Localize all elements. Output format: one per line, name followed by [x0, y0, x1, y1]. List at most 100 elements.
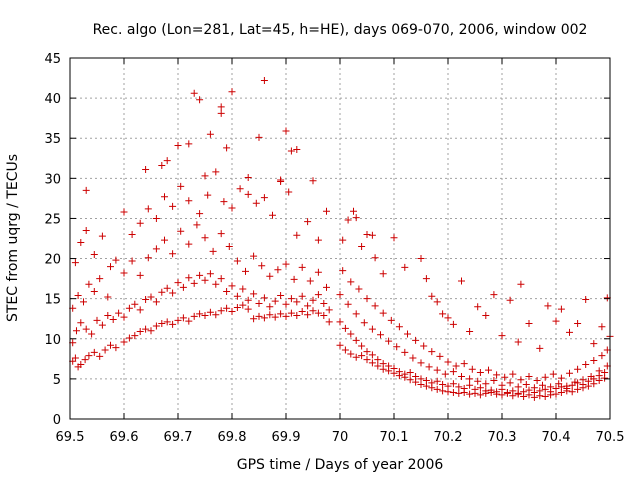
- data-point: [239, 285, 247, 293]
- data-point: [209, 247, 217, 255]
- data-point: [595, 367, 603, 375]
- data-point: [385, 337, 393, 345]
- data-point: [88, 330, 96, 338]
- y-tick-label: 25: [44, 212, 61, 227]
- data-point: [574, 365, 582, 373]
- data-point: [347, 278, 355, 286]
- data-point: [193, 221, 201, 229]
- data-point: [74, 291, 82, 299]
- data-point: [439, 310, 447, 318]
- data-point: [347, 330, 355, 338]
- data-point: [250, 290, 258, 298]
- data-point: [557, 305, 565, 313]
- data-point: [363, 356, 371, 364]
- data-point: [520, 388, 528, 396]
- data-point: [177, 227, 185, 235]
- data-point: [571, 378, 579, 386]
- data-point: [433, 366, 441, 374]
- data-point: [228, 282, 236, 290]
- data-point: [163, 284, 171, 292]
- data-point: [584, 377, 592, 385]
- data-point: [476, 368, 484, 376]
- data-point: [131, 300, 139, 308]
- data-point: [460, 385, 468, 393]
- data-point: [530, 384, 538, 392]
- data-point: [96, 275, 104, 283]
- data-point: [282, 300, 290, 308]
- x-tick-label: 70.5: [596, 430, 625, 445]
- y-tick-label: 45: [44, 52, 61, 67]
- data-point: [355, 285, 363, 293]
- data-point: [304, 302, 312, 310]
- data-point: [444, 358, 452, 366]
- data-point: [363, 230, 371, 238]
- x-tick-label: 69.6: [110, 430, 139, 445]
- data-point: [498, 381, 506, 389]
- data-point: [552, 317, 560, 325]
- x-tick-label: 69.7: [164, 430, 193, 445]
- data-point: [196, 210, 204, 218]
- data-point: [298, 292, 306, 300]
- data-point: [169, 250, 177, 258]
- data-point: [482, 387, 490, 395]
- data-point: [206, 308, 214, 316]
- data-point: [163, 318, 171, 326]
- data-point: [455, 389, 463, 397]
- data-point: [196, 271, 204, 279]
- data-point: [428, 348, 436, 356]
- data-point: [293, 231, 301, 239]
- data-point: [347, 350, 355, 358]
- data-point: [422, 376, 430, 384]
- data-point: [201, 312, 209, 320]
- x-tick-label: 70.2: [434, 430, 463, 445]
- data-point: [350, 207, 357, 215]
- data-point: [185, 197, 193, 205]
- data-point: [336, 291, 344, 299]
- data-point: [120, 338, 128, 346]
- data-point: [309, 177, 317, 185]
- data-point: [401, 348, 409, 356]
- y-tick-label: 20: [44, 253, 61, 268]
- data-point: [298, 263, 306, 271]
- data-point: [544, 302, 552, 310]
- data-point: [358, 342, 366, 350]
- data-point: [112, 256, 120, 264]
- data-point: [81, 356, 89, 364]
- data-point: [582, 360, 590, 368]
- data-point: [304, 311, 312, 319]
- x-tick-label: 70.4: [542, 430, 571, 445]
- data-point: [174, 141, 182, 149]
- x-tick-label: 69.9: [272, 430, 301, 445]
- data-point: [563, 382, 571, 390]
- data-point: [204, 191, 212, 199]
- data-point: [344, 300, 352, 308]
- y-axis-title: STEC from uqrg / TECUs: [5, 154, 21, 322]
- data-point: [260, 294, 268, 302]
- data-point: [514, 383, 522, 391]
- data-point: [352, 353, 360, 361]
- data-point: [158, 161, 166, 169]
- data-point: [377, 331, 384, 339]
- data-point: [320, 312, 328, 320]
- data-point: [485, 366, 492, 374]
- data-point: [152, 245, 160, 253]
- data-point: [579, 376, 587, 384]
- data-point: [428, 379, 436, 387]
- data-point: [506, 296, 514, 304]
- data-point: [128, 257, 136, 265]
- data-point: [190, 89, 198, 97]
- data-point: [323, 283, 330, 291]
- data-point: [387, 316, 395, 324]
- data-point: [371, 302, 379, 310]
- data-point: [390, 234, 398, 242]
- data-point: [250, 252, 258, 260]
- data-point: [271, 297, 279, 305]
- data-point: [185, 274, 193, 282]
- data-point: [179, 314, 187, 322]
- data-point: [363, 295, 371, 303]
- data-point: [420, 342, 428, 350]
- data-point: [217, 103, 225, 111]
- data-point: [541, 393, 549, 401]
- data-point: [455, 383, 463, 391]
- data-point: [152, 214, 160, 222]
